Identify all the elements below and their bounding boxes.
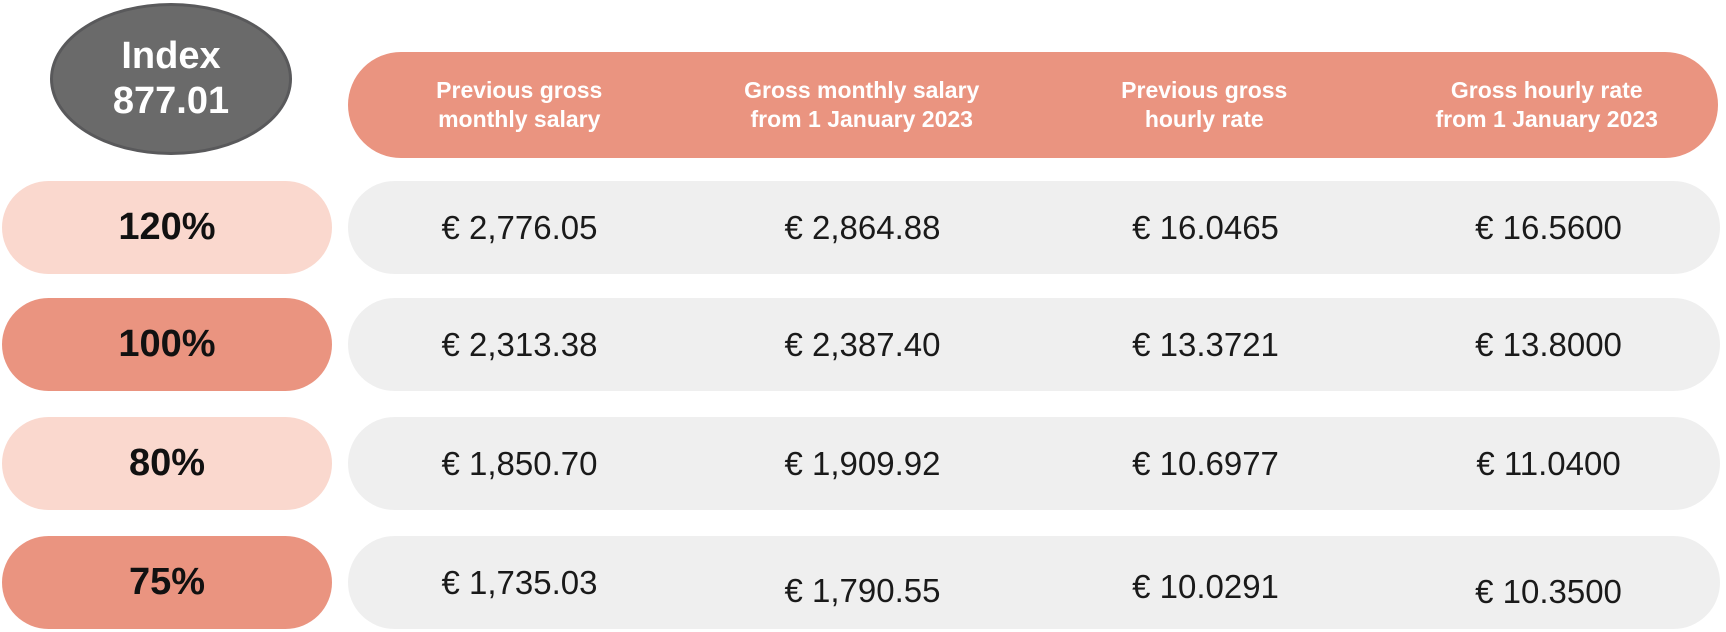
index-badge: Index 877.01: [50, 3, 292, 155]
row-label-100-text: 100%: [118, 323, 216, 365]
index-badge-label: Index: [121, 35, 221, 77]
table-row: € 2,776.05 € 2,864.88 € 16.0465 € 16.560…: [348, 181, 1720, 274]
row-label-75: 75%: [2, 536, 332, 629]
cell-80-new-monthly: € 1,909.92: [784, 444, 941, 482]
column-header-previous-gross-hourly-rate: Previous gross hourly rate: [1121, 77, 1288, 132]
cell-120-prev-monthly: € 2,776.05: [441, 208, 598, 246]
cell-100-prev-hourly: € 13.3721: [1132, 325, 1279, 363]
table-row: € 1,850.70 € 1,909.92 € 10.6977 € 11.040…: [348, 417, 1720, 510]
row-label-75-text: 75%: [128, 561, 206, 603]
cell-100-prev-monthly: € 2,313.38: [441, 325, 598, 363]
cell-100-new-monthly: € 2,387.40: [784, 325, 941, 363]
column-header-gross-hourly-rate-2023: Gross hourly rate from 1 January 2023: [1435, 77, 1658, 132]
cell-80-prev-hourly: € 10.6977: [1132, 444, 1279, 482]
row-label-100: 100%: [2, 298, 332, 391]
table-row: € 2,313.38 € 2,387.40 € 13.3721 € 13.800…: [348, 298, 1720, 391]
column-header-previous-gross-monthly-salary: Previous gross monthly salary: [436, 77, 603, 132]
row-label-80-text: 80%: [128, 442, 206, 484]
cell-80-prev-monthly: € 1,850.70: [441, 444, 598, 482]
cell-75-new-monthly: € 1,790.55: [784, 571, 941, 609]
cell-75-prev-monthly: € 1,735.03: [441, 563, 598, 601]
index-badge-value: 877.01: [112, 80, 230, 122]
cell-100-new-hourly: € 13.8000: [1475, 325, 1622, 363]
column-header-gross-monthly-salary-2023: Gross monthly salary from 1 January 2023: [744, 77, 980, 132]
cell-120-new-monthly: € 2,864.88: [784, 208, 941, 246]
cell-75-new-hourly: € 10.3500: [1475, 572, 1622, 610]
cell-80-new-hourly: € 11.0400: [1476, 444, 1621, 482]
row-label-80: 80%: [2, 417, 332, 510]
cell-75-prev-hourly: € 10.0291: [1132, 567, 1279, 605]
row-label-120-text: 120%: [118, 206, 216, 248]
row-label-120: 120%: [2, 181, 332, 274]
table-row: € 1,735.03 € 1,790.55 € 10.0291 € 10.350…: [348, 536, 1720, 629]
cell-120-new-hourly: € 16.5600: [1475, 208, 1622, 246]
table-header-row: Previous gross monthly salary Gross mont…: [348, 52, 1718, 158]
cell-120-prev-hourly: € 16.0465: [1132, 208, 1279, 246]
